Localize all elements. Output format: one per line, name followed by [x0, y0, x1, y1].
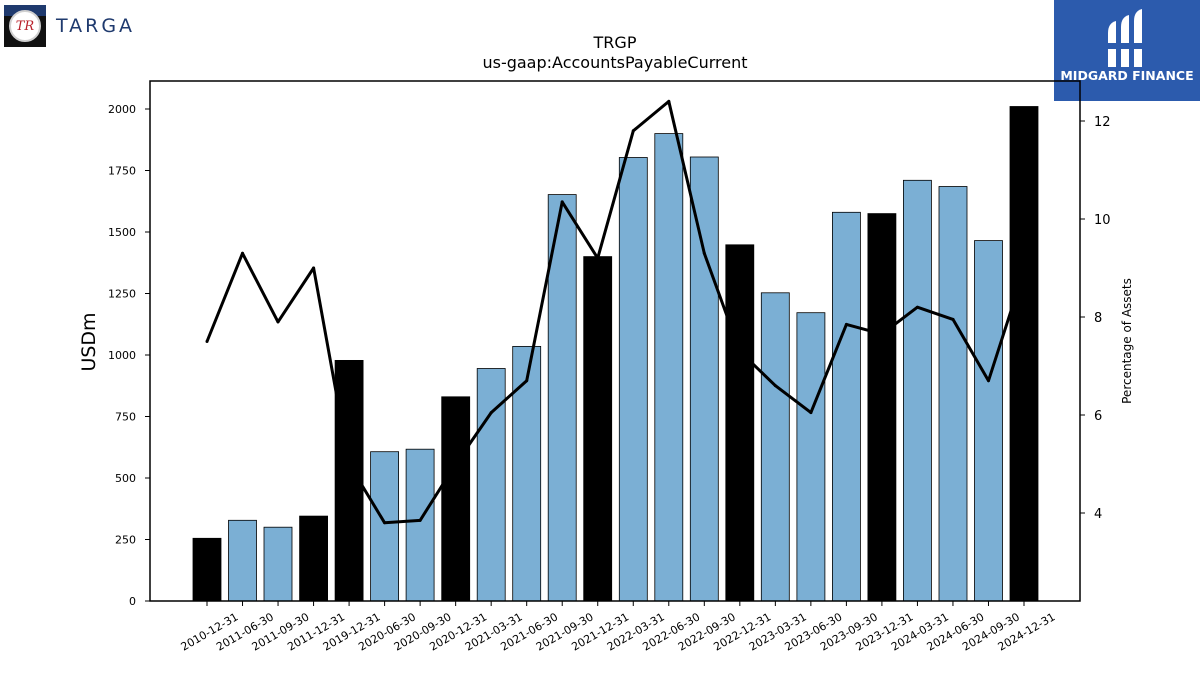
line-point-2020-09-30 — [418, 518, 422, 522]
y-tick-label: 500 — [115, 472, 136, 485]
y2-axis-label: Percentage of Assets — [1120, 278, 1134, 404]
chart-subtitle: us-gaap:AccountsPayableCurrent — [482, 53, 747, 72]
bar-2022-03-31 — [618, 157, 648, 602]
bar-2024-09-30 — [974, 240, 1003, 602]
line-point-2021-03-31 — [489, 411, 493, 415]
midgard-wordmark: MIDGARD FINANCE — [1060, 68, 1194, 83]
line-point-2023-09-30 — [844, 322, 848, 326]
y2-tick-label: 4 — [1094, 507, 1102, 522]
y-tick-label: 250 — [115, 534, 136, 547]
y-tick-label: 1500 — [108, 226, 136, 239]
bar-2011-09-30 — [263, 526, 293, 602]
line-point-2023-03-31 — [773, 384, 777, 388]
line-point-2019-12-31 — [347, 462, 351, 466]
line-point-2011-09-30 — [276, 320, 280, 324]
y2-tick-label: 8 — [1094, 311, 1102, 326]
y2-tick-label: 12 — [1094, 115, 1111, 130]
bar-2021-12-31 — [583, 256, 613, 602]
bar-2010-12-31 — [192, 537, 222, 602]
line-point-2020-06-30 — [383, 521, 387, 525]
y-tick-label: 2000 — [108, 103, 136, 116]
bar-2011-06-30 — [228, 519, 257, 602]
line-point-2024-09-30 — [987, 379, 990, 383]
bar-2024-12-31 — [1009, 106, 1039, 602]
y-axis-label: USDm — [78, 312, 100, 371]
midgard-emblem-icon — [1106, 9, 1146, 67]
bar-2023-06-30 — [796, 312, 826, 602]
line-point-2024-03-31 — [915, 305, 919, 309]
midgard-finance-logo: MIDGARD FINANCE — [1054, 0, 1200, 101]
line-point-2021-12-31 — [596, 256, 600, 260]
line-point-2022-03-31 — [631, 129, 635, 133]
line-point-2023-12-31 — [880, 332, 884, 336]
y-tick-label: 1250 — [108, 288, 136, 301]
line-point-2010-12-31 — [205, 340, 209, 343]
bar-2024-03-31 — [903, 179, 932, 602]
line-point-2020-12-31 — [454, 462, 458, 466]
line-point-2011-12-31 — [312, 266, 316, 270]
bar-2023-09-30 — [832, 211, 861, 602]
line-point-2023-06-30 — [809, 411, 813, 415]
bar-2021-09-30 — [547, 194, 577, 602]
bar-2021-06-30 — [512, 345, 542, 602]
y-tick-label: 1000 — [108, 349, 136, 362]
bar-2024-06-30 — [938, 186, 968, 602]
line-point-2021-09-30 — [560, 200, 564, 204]
line-point-2022-09-30 — [702, 251, 706, 255]
bar-2011-12-31 — [299, 515, 329, 602]
percent-of-assets-line — [205, 99, 1026, 525]
plot-frame — [149, 80, 1081, 602]
targa-wordmark: TARGA — [56, 15, 136, 37]
y2-tick-label: 6 — [1094, 409, 1102, 424]
targa-emblem-icon: TR — [4, 5, 46, 47]
bar-2022-06-30 — [654, 133, 684, 602]
bar-2022-12-31 — [725, 244, 755, 602]
bar-2022-09-30 — [689, 156, 719, 602]
line-point-2024-06-30 — [951, 317, 955, 321]
line-point-2011-06-30 — [241, 251, 244, 255]
y-tick-label: 1750 — [108, 165, 136, 178]
bar-2020-09-30 — [405, 448, 435, 602]
bar-2021-03-31 — [476, 368, 506, 602]
targa-monogram: TR — [9, 10, 41, 42]
y-tick-label: 750 — [115, 411, 136, 424]
chart-title: TRGP — [593, 33, 637, 52]
bar-2023-03-31 — [760, 292, 790, 602]
bar-2020-12-31 — [441, 396, 471, 602]
bar-2020-06-30 — [370, 451, 400, 602]
line-point-2021-06-30 — [525, 379, 529, 383]
targa-logo: TR TARGA — [4, 4, 135, 48]
line-point-2022-12-31 — [738, 349, 742, 353]
bar-2023-12-31 — [867, 213, 897, 602]
y2-tick-label: 10 — [1094, 213, 1111, 228]
line-point-2022-06-30 — [667, 99, 671, 103]
y-tick-label: 0 — [129, 595, 136, 608]
line-point-2024-12-31 — [1022, 269, 1026, 272]
